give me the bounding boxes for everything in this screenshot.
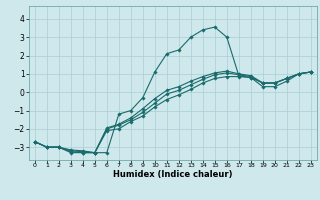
X-axis label: Humidex (Indice chaleur): Humidex (Indice chaleur): [113, 170, 233, 179]
